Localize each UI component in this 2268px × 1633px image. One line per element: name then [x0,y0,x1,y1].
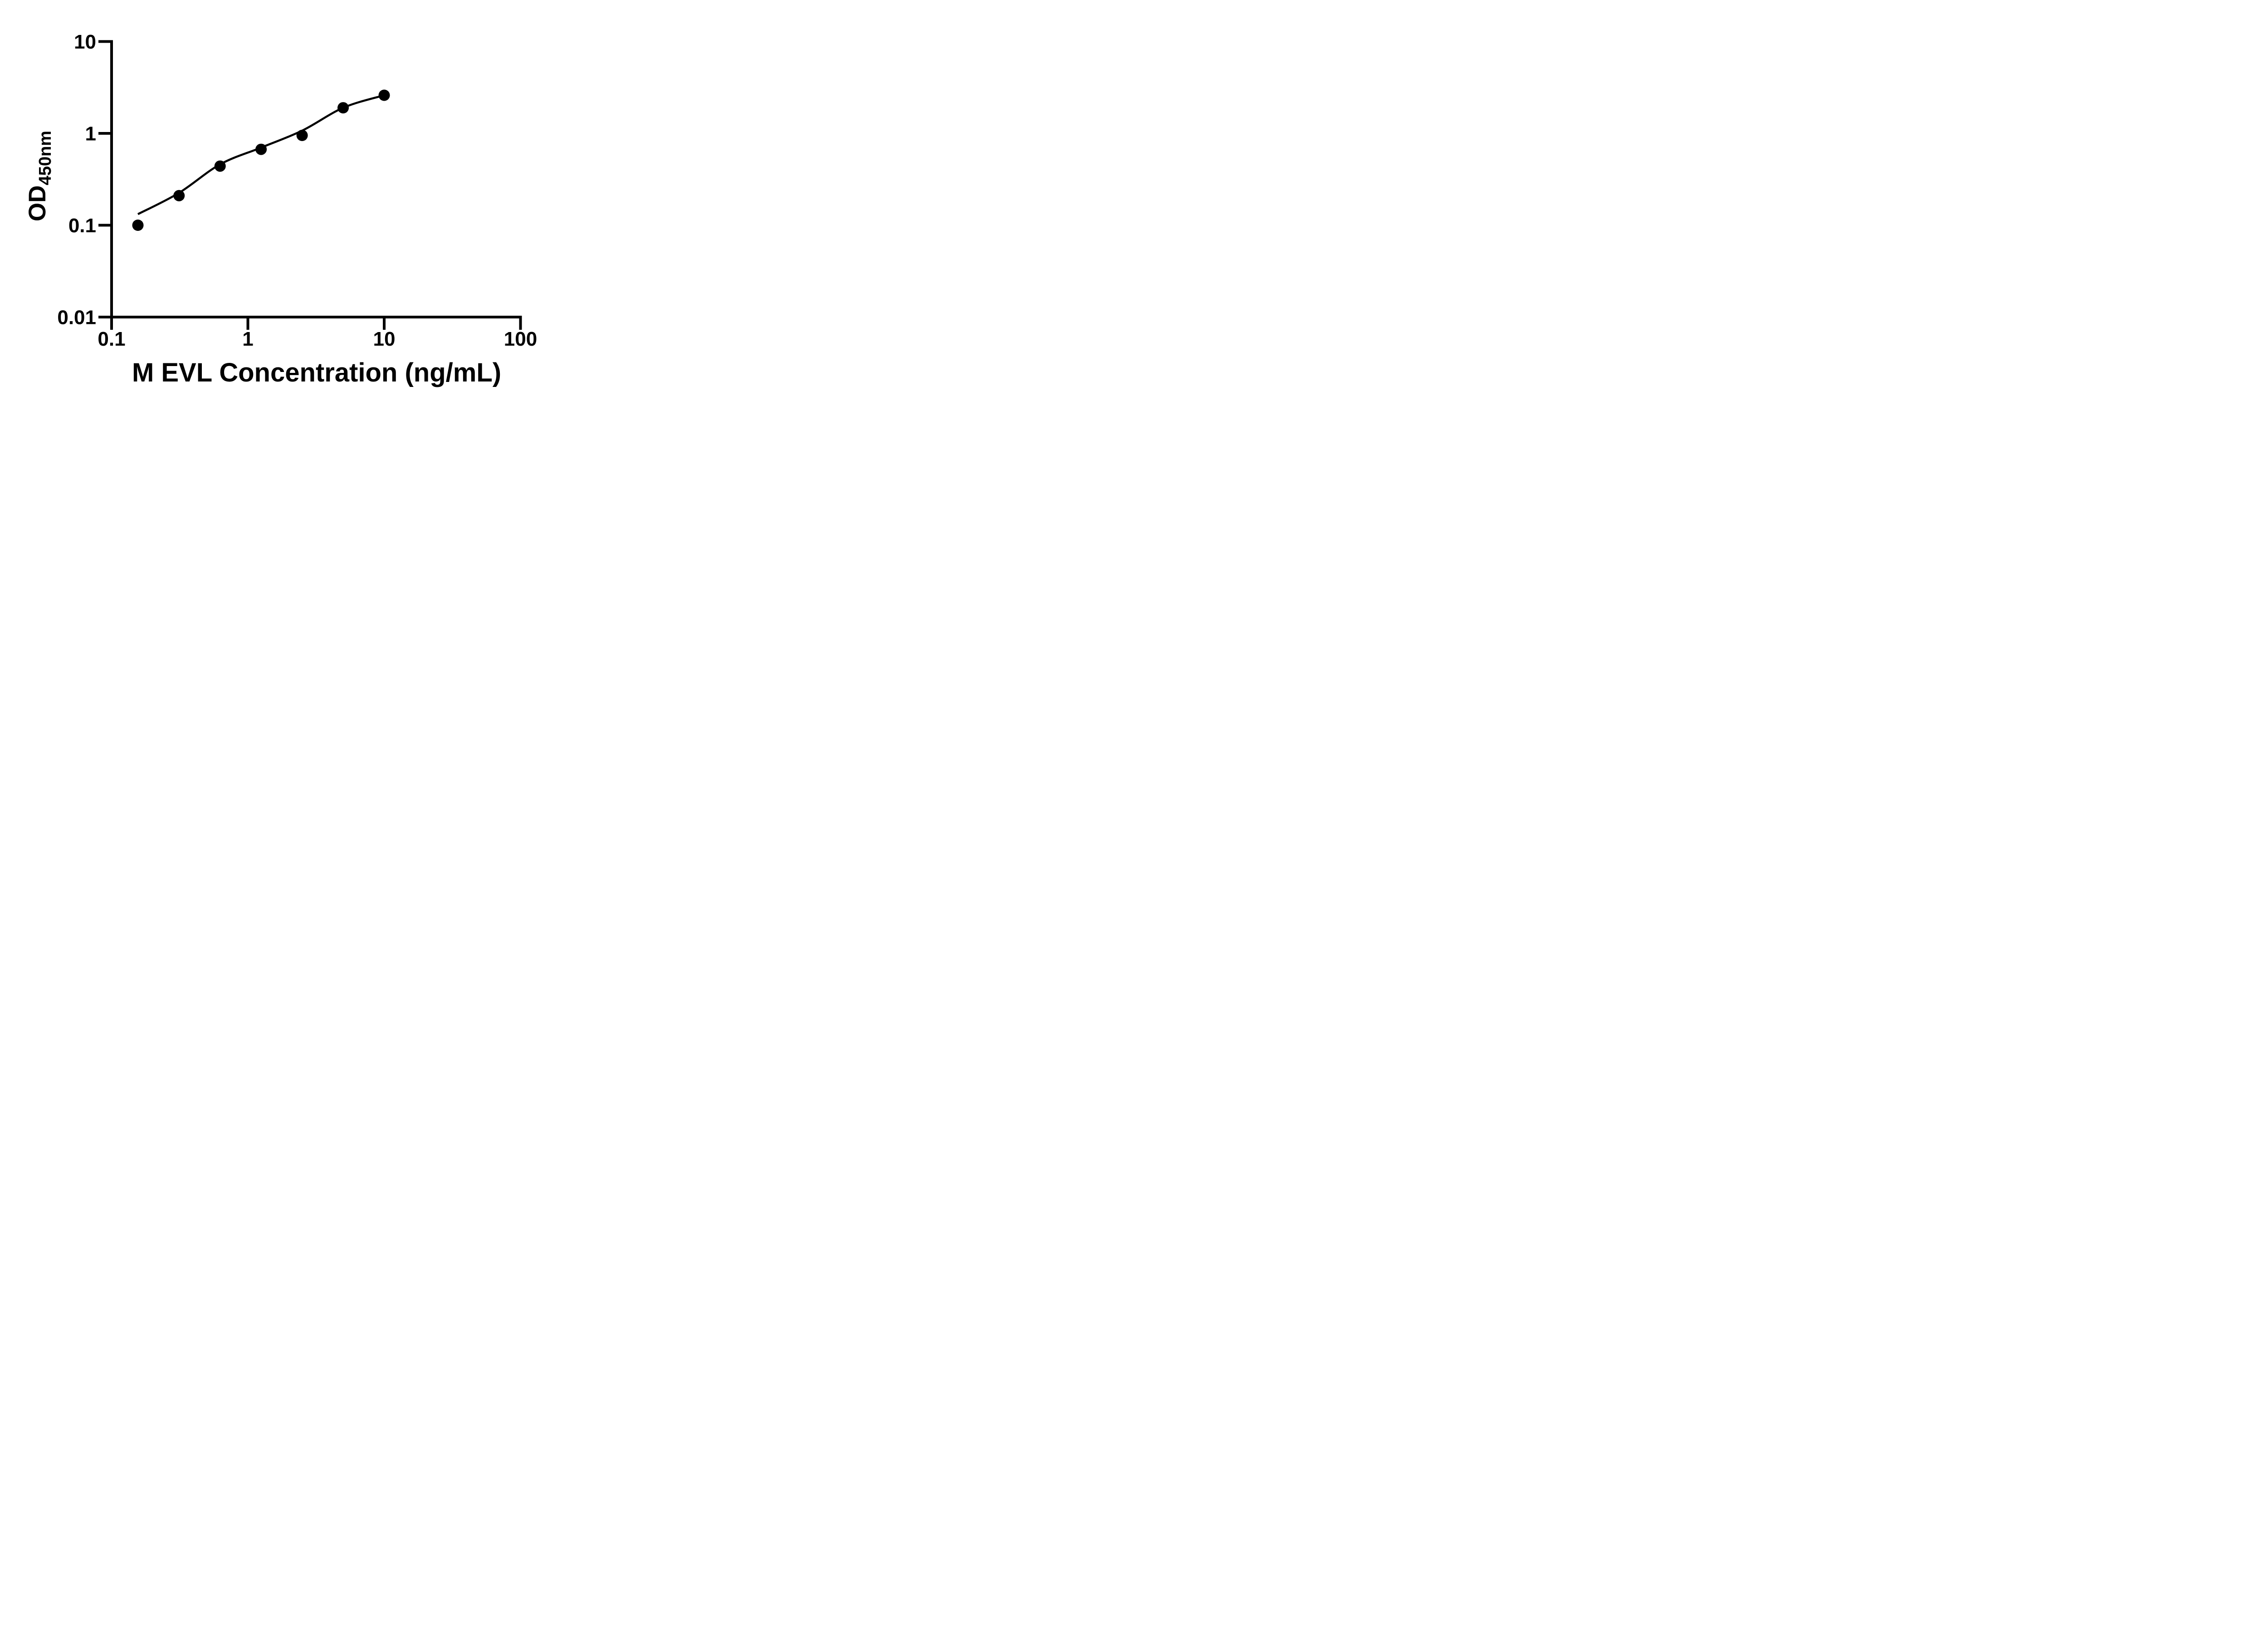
data-point [337,102,349,114]
x-tick-label: 100 [504,328,537,350]
data-point-markers [132,89,390,231]
data-point [173,190,185,201]
y-axis-ticks [98,40,112,318]
data-point [255,143,267,155]
y-axis-title-subscript: 450nm [36,131,55,185]
y-axis-tick-labels: 0.01 0.1 1 10 [57,31,96,329]
x-tick-label: 0.1 [98,328,125,350]
y-axis-title-main: OD [24,185,51,221]
y-tick-label: 0.01 [57,307,96,329]
x-tick-label: 1 [242,328,253,350]
data-point [296,130,308,141]
data-point [214,160,226,172]
x-axis-tick-labels: 0.1 1 10 100 [98,328,537,350]
x-axis-ticks [110,317,522,330]
x-tick-label: 10 [373,328,396,350]
y-tick-label: 10 [74,31,96,53]
elisa-standard-curve-figure: 0.1 1 10 100 0.01 0.1 1 10 M EVL Concentration… [0,0,582,408]
data-point [132,220,144,231]
data-point [378,89,390,101]
x-axis-title: M EVL Concentration (ng/mL) [132,358,501,387]
y-tick-label: 0.1 [68,215,96,237]
y-tick-label: 1 [85,123,96,145]
y-axis-title: OD450nm [24,131,55,221]
